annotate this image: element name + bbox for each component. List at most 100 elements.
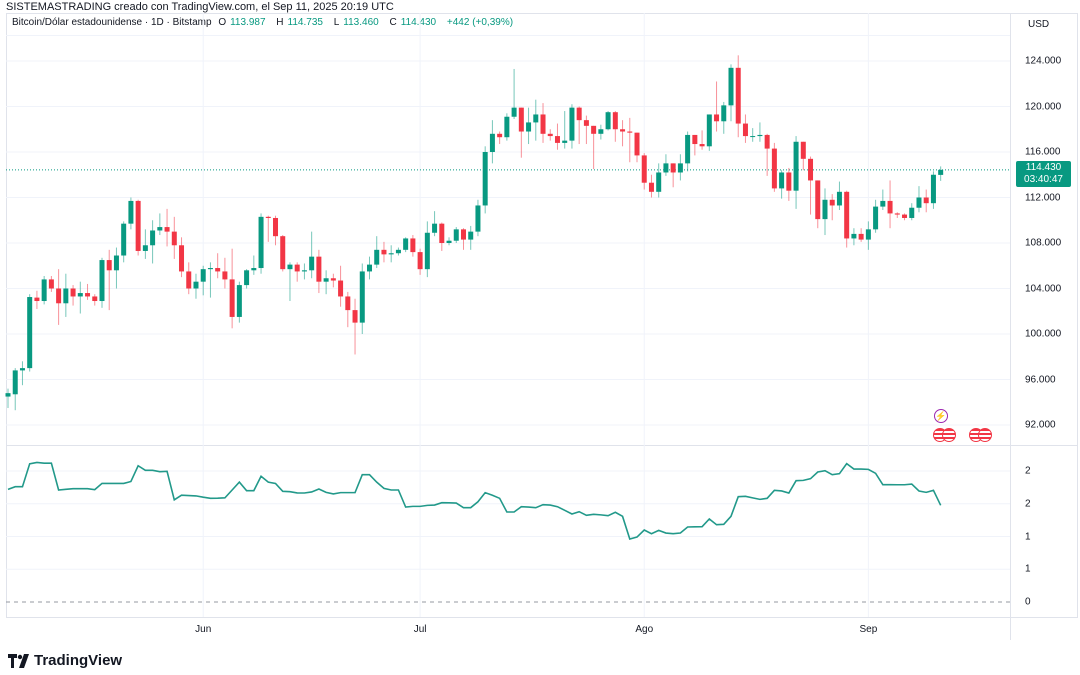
candle-down [85, 293, 91, 297]
high-number: 114.735 [287, 17, 323, 28]
candle-up [793, 141, 799, 191]
candle-up [706, 114, 712, 147]
candle-up [938, 169, 944, 175]
candle-up [779, 172, 785, 189]
candle-down [612, 112, 618, 130]
tradingview-logo-icon [8, 653, 29, 668]
candle-up [909, 207, 915, 218]
candle-up [359, 271, 365, 323]
currency-label[interactable]: USD [1028, 19, 1050, 30]
candle-down [692, 134, 698, 145]
indicator-axis-label: 1 [1025, 531, 1031, 542]
indicator-axis-label: 2 [1025, 465, 1031, 477]
candle-up [19, 368, 25, 371]
price-axis-label: 124.000 [1025, 55, 1062, 67]
symbol-legend: Bitcoin/Dólar estadounidense · 1D · Bits… [12, 17, 517, 28]
candle-up [41, 279, 47, 302]
candle-down [215, 268, 221, 272]
candle-up [251, 268, 257, 271]
bar-countdown: 03:40:47 [1024, 174, 1063, 185]
indicator-axis-label: 0 [1025, 596, 1031, 608]
candle-up [475, 205, 481, 232]
candle-down [786, 172, 792, 191]
low-value: L 113.460 [334, 17, 383, 28]
candle-down [887, 200, 893, 214]
candle-down [634, 132, 640, 156]
tradingview-logo[interactable]: TradingView [8, 652, 122, 669]
high-label: H [276, 17, 284, 28]
candle-up [128, 200, 134, 224]
candle-up [916, 197, 922, 208]
close-number: 114.430 [400, 17, 437, 28]
candle-up [453, 229, 459, 241]
candle-down [699, 144, 705, 147]
candle-down [273, 217, 279, 237]
candle-up [865, 229, 871, 240]
candle-down [518, 107, 524, 132]
candle-up [236, 285, 242, 317]
candle-down [576, 107, 582, 121]
time-axis-label: Jun [195, 624, 212, 635]
candle-down [186, 271, 192, 289]
candle-up [728, 67, 734, 106]
candle-up [489, 133, 495, 152]
candle-down [641, 155, 647, 183]
us-flag-icon[interactable] [978, 428, 992, 442]
candle-down [381, 249, 387, 255]
candle-down [70, 288, 76, 297]
candle-up [656, 172, 662, 192]
candle-up [301, 270, 307, 272]
candle-down [92, 296, 98, 302]
candle-up [685, 134, 691, 164]
candle-up [99, 260, 105, 302]
change-value: +442 (+0,39%) [446, 17, 514, 28]
candle-up [113, 255, 119, 271]
candle-up [836, 191, 842, 206]
indicator-axis-label: 2 [1025, 498, 1031, 510]
candle-down [316, 256, 322, 282]
lightning-icon[interactable]: ⚡ [934, 409, 948, 423]
candle-up [873, 206, 879, 230]
us-flag-icon[interactable] [942, 428, 956, 442]
candle-down [497, 133, 503, 138]
candle-down [48, 279, 54, 289]
candle-down [583, 120, 589, 126]
candle-down [742, 123, 748, 137]
low-number: 113.460 [343, 17, 379, 28]
price-axis-label: 92.000 [1025, 419, 1056, 431]
candle-up [598, 129, 604, 134]
candle-down [222, 271, 228, 280]
time-axis-label: Ago [635, 624, 654, 635]
candle-down [460, 229, 466, 240]
candle-down [800, 141, 806, 159]
candle-up [193, 281, 199, 289]
price-axis-label: 116.000 [1025, 146, 1061, 158]
candle-down [808, 158, 814, 181]
candle-up [446, 240, 452, 243]
candle-up [403, 238, 409, 250]
candle-down [815, 180, 821, 220]
candle-down [179, 245, 185, 272]
candle-up [200, 269, 206, 282]
candle-down [540, 114, 546, 134]
candle-down [410, 238, 416, 253]
candle-up [5, 393, 11, 397]
indicator-line [7, 461, 942, 540]
open-number: 113.987 [230, 17, 266, 28]
candle-up [323, 278, 329, 282]
symbol-title[interactable]: Bitcoin/Dólar estadounidense · 1D · Bits… [12, 17, 212, 28]
candle-up [468, 231, 474, 240]
candle-down [330, 278, 336, 281]
open-label: O [218, 17, 227, 28]
candle-up [367, 264, 372, 272]
candle-up [12, 370, 18, 395]
candle-up [150, 230, 156, 246]
candle-up [663, 163, 669, 173]
candle-up [63, 288, 69, 304]
candle-up [244, 270, 250, 286]
candle-down [171, 231, 177, 246]
price-axis-label: 112.000 [1025, 192, 1061, 203]
price-axis-label: 108.000 [1025, 237, 1062, 249]
price-axis-label: 96.000 [1025, 374, 1056, 385]
